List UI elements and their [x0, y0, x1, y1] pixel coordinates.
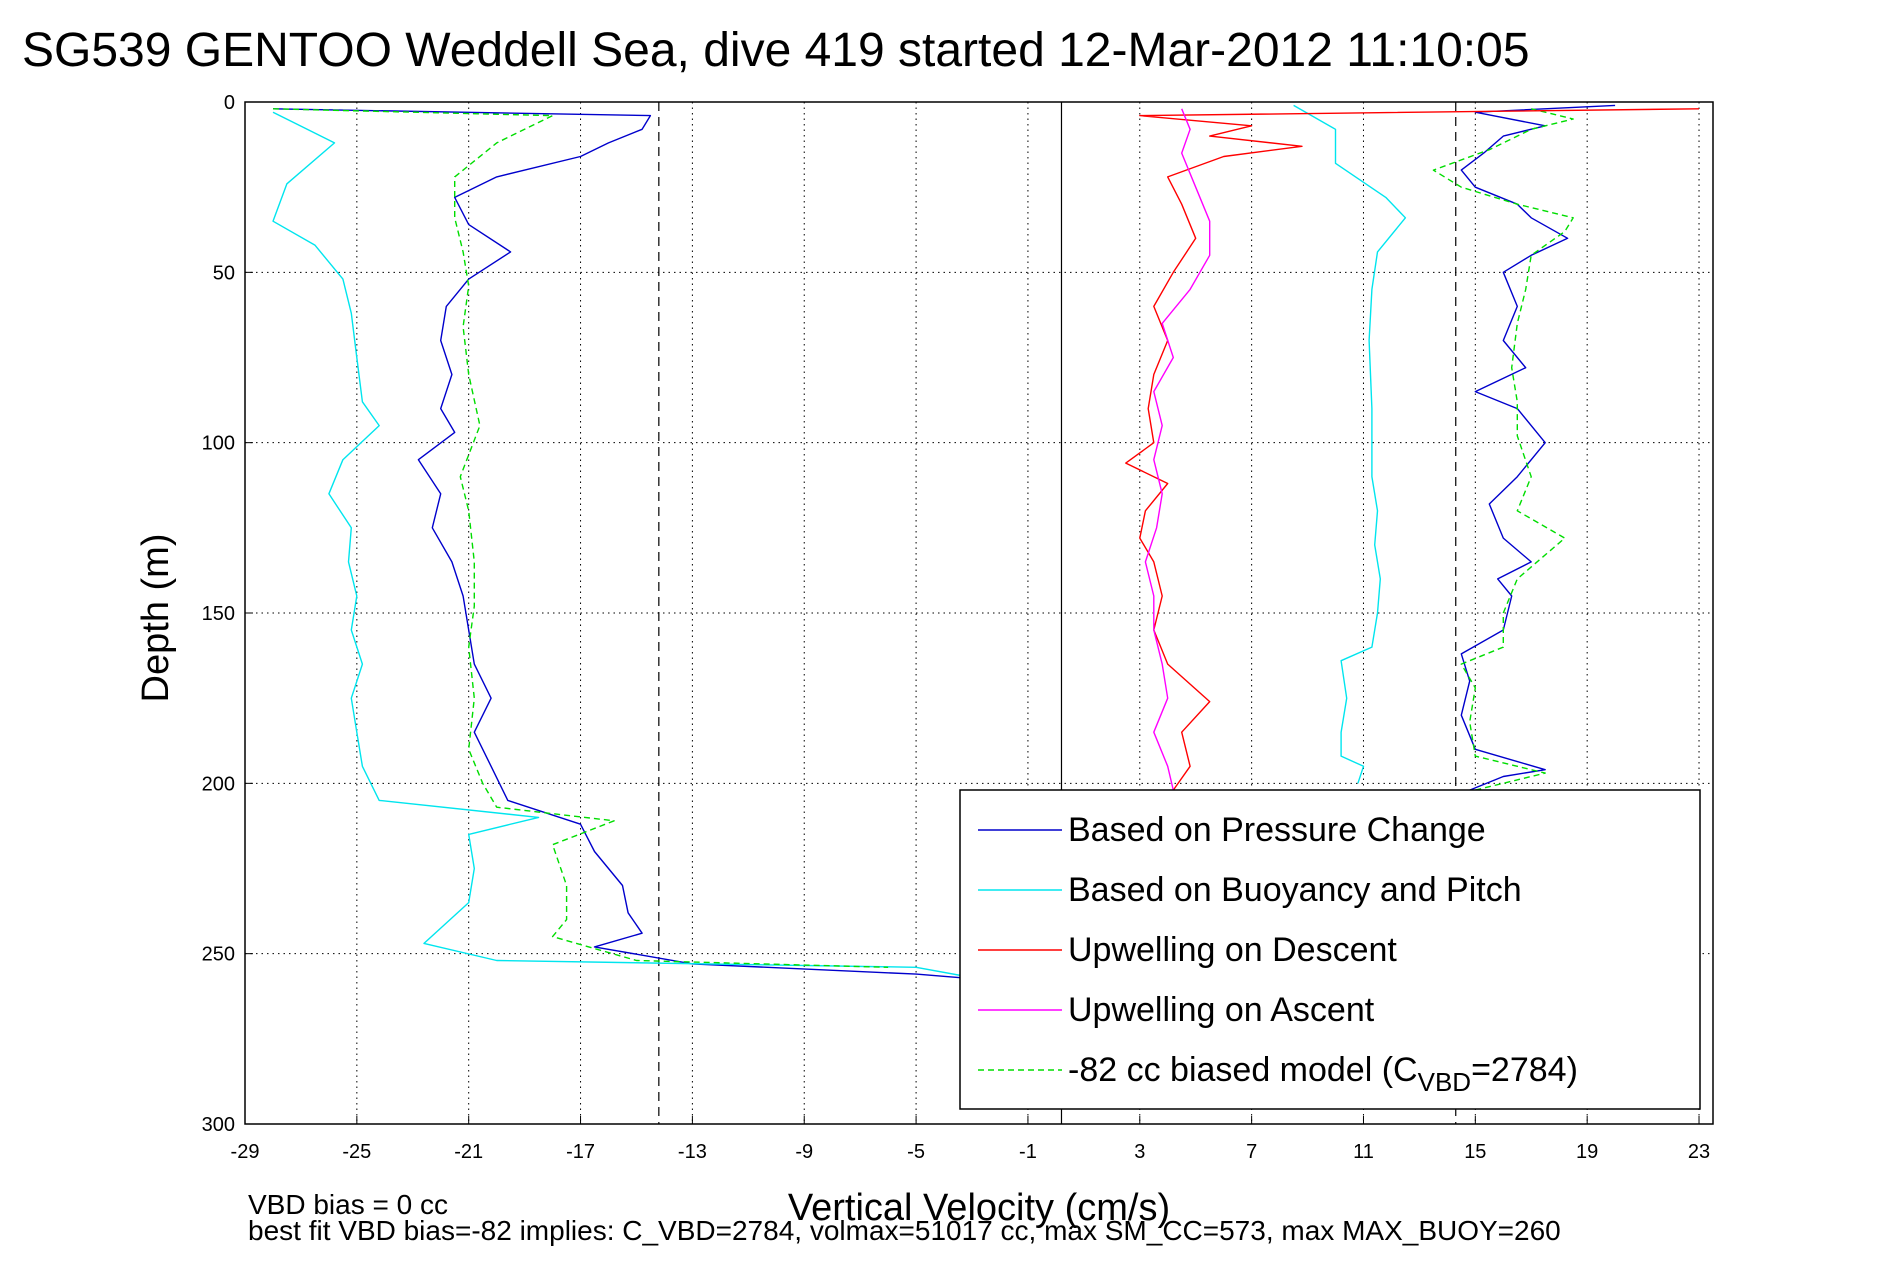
chart-title: SG539 GENTOO Weddell Sea, dive 419 start…: [22, 24, 1530, 77]
legend-label: Upwelling on Descent: [1068, 931, 1397, 969]
x-tick-label: 23: [1688, 1141, 1710, 1163]
y-tick-label: 0: [224, 92, 235, 114]
x-tick-label: -21: [454, 1141, 483, 1163]
x-tick-label: -17: [566, 1141, 595, 1163]
series-line-buoyancy_descent: [272, 111, 1029, 989]
x-tick-label: -13: [678, 1141, 707, 1163]
legend: Based on Pressure Change Based on Buoyanc…: [959, 789, 1701, 1110]
grid: [244, 101, 1713, 1125]
x-tick-label: -25: [342, 1141, 371, 1163]
series-layer: [272, 104, 1700, 989]
series-line-upwelling_descent: [1125, 108, 1700, 791]
x-tick-label: -29: [231, 1141, 260, 1163]
legend-label: Based on Pressure Change: [1068, 811, 1486, 849]
y-tick-label: 50: [213, 262, 235, 284]
y-tick-label: 150: [202, 603, 235, 625]
y-axis-label: Depth (m): [135, 534, 177, 703]
x-tick-label: -9: [795, 1141, 813, 1163]
legend-label: -82 cc biased model (CVBD=2784): [1068, 1051, 1578, 1097]
x-tick-label: -1: [1019, 1141, 1037, 1163]
best-fit-note: best fit VBD bias=-82 implies: C_VBD=278…: [248, 1215, 1561, 1246]
y-tick-label: 100: [202, 433, 235, 455]
x-tick-label: 19: [1576, 1141, 1598, 1163]
series-line-model_ascent: [1432, 108, 1574, 791]
y-tick-label: 250: [202, 944, 235, 966]
y-tick-label: 300: [202, 1114, 235, 1136]
legend-label-subscript: VBD: [1418, 1067, 1471, 1097]
series-line-pressure_descent: [272, 108, 1001, 982]
legend-label-tail: =2784): [1471, 1051, 1578, 1089]
legend-label: Based on Buoyancy and Pitch: [1068, 871, 1522, 909]
series-line-model_descent: [272, 108, 889, 968]
legend-label: Upwelling on Ascent: [1068, 991, 1375, 1029]
legend-label-main: -82 cc biased model (C: [1068, 1051, 1418, 1089]
x-tick-label: 11: [1353, 1141, 1374, 1163]
x-tick-label: 3: [1134, 1141, 1145, 1163]
series-line-upwelling_ascent: [1144, 108, 1211, 791]
x-tick-label: -5: [907, 1141, 925, 1163]
vbd-bias-note: VBD bias = 0 cc: [248, 1189, 448, 1220]
x-tick-label: 15: [1464, 1141, 1486, 1163]
series-line-buoyancy_ascent: [1293, 104, 1407, 784]
y-tick-label: 200: [202, 773, 235, 795]
series-line-pressure_ascent: [1460, 104, 1616, 791]
tick-labels: -29 -25 -21 -17 -13 -9 -5 -1 3 7 11 15 19 23050100150…: [202, 92, 1711, 1163]
x-axis-label: Vertical Velocity (cm/s): [788, 1187, 1170, 1229]
legend-box: [959, 789, 1701, 1110]
x-tick-label: 7: [1246, 1141, 1257, 1163]
